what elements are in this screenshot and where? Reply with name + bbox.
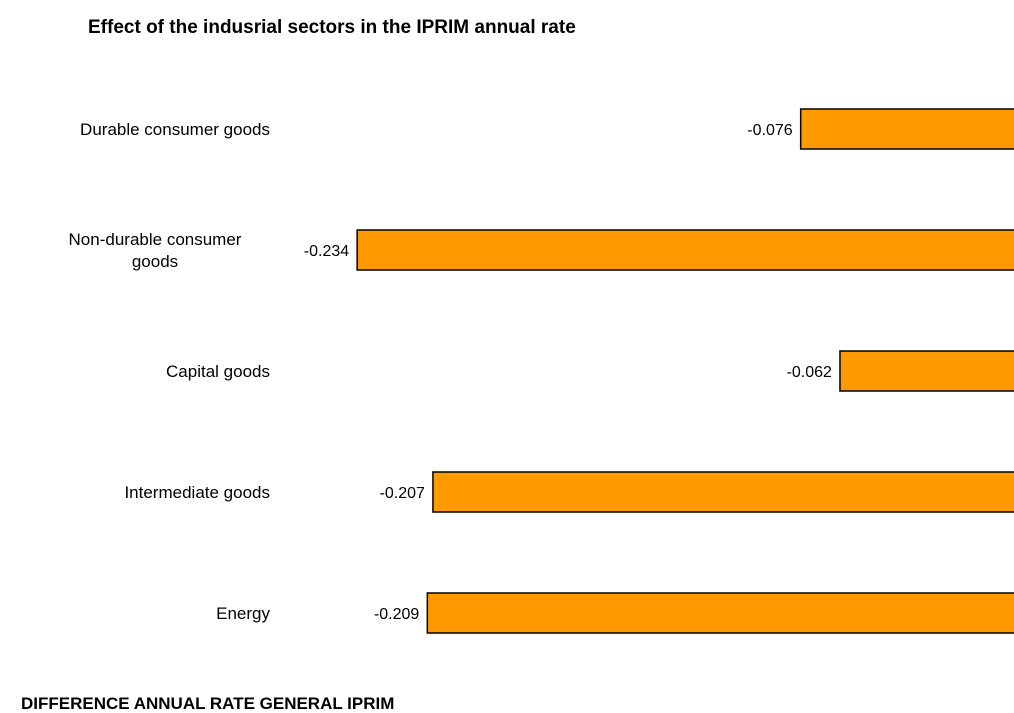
bar-non-durable-consumer-goods (356, 229, 1014, 271)
category-label-non-durable-consumer-goods: Non-durable consumer goods (69, 230, 242, 271)
bar-energy (426, 592, 1014, 634)
data-label-capital-goods: -0.062 (787, 364, 832, 381)
bar-chart: -0.076 Durable consumer goods -0.234 Non-du… (69, 108, 1014, 634)
bar-capital-goods (839, 350, 1014, 392)
bar-durable-consumer-goods (799, 108, 1014, 150)
data-label-intermediate-goods: -0.207 (380, 485, 425, 502)
chart-title: Effect of the indusrial sectors in the I… (88, 17, 576, 38)
bar-intermediate-goods (432, 471, 1014, 513)
category-label-durable-consumer-goods: Durable consumer goods (80, 120, 270, 139)
data-label-energy: -0.209 (374, 606, 419, 623)
category-label-energy: Energy (216, 604, 270, 623)
data-label-non-durable-consumer-goods: -0.234 (304, 243, 349, 260)
data-label-durable-consumer-goods: -0.076 (747, 122, 792, 139)
category-label-capital-goods: Capital goods (166, 362, 270, 381)
category-label-intermediate-goods: Intermediate goods (124, 483, 270, 502)
footer-label: DIFFERENCE ANNUAL RATE GENERAL IPRIM (21, 694, 395, 713)
